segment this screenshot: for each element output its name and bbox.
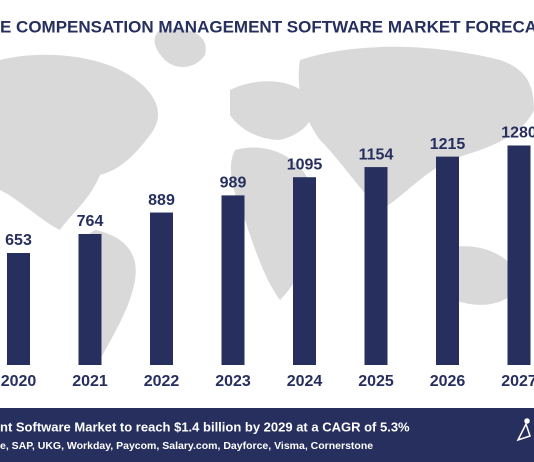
value-label: 1215 [430,136,466,153]
value-label: 653 [5,232,32,249]
x-tick-label: 2024 [287,373,323,390]
x-tick-label: 2020 [1,373,37,390]
value-label: 889 [148,192,175,209]
bar [436,156,459,365]
value-label: 764 [77,213,104,230]
chart-title: E COMPENSATION MANAGEMENT SOFTWARE MARKE… [0,17,534,36]
bar [507,145,531,365]
value-label: 1095 [287,156,323,173]
footer-band [0,408,534,462]
x-tick-label: 2026 [430,373,466,390]
bar [78,233,102,365]
value-label: 1154 [359,146,394,163]
bar [7,253,30,365]
bar [293,177,316,365]
x-tick-label: 2027 [501,373,534,390]
bar [150,212,173,365]
x-tick-label: 2021 [72,373,108,390]
footer-companies: e, SAP, UKG, Workday, Paycom, Salary.com… [0,440,373,452]
x-tick-label: 2025 [358,373,394,390]
bar [221,195,245,365]
bar [364,167,388,365]
logo [516,418,531,442]
x-tick-label: 2022 [144,373,180,390]
value-label: 989 [220,175,247,192]
plot-area: 2020 653 2021 764 2022 889 2023 989 2024 1095 2025… [1,125,534,391]
x-tick-label: 2023 [215,373,251,390]
footer-headline: nt Software Market to reach $1.4 billion… [0,419,410,434]
value-label: 1280 [501,125,534,142]
